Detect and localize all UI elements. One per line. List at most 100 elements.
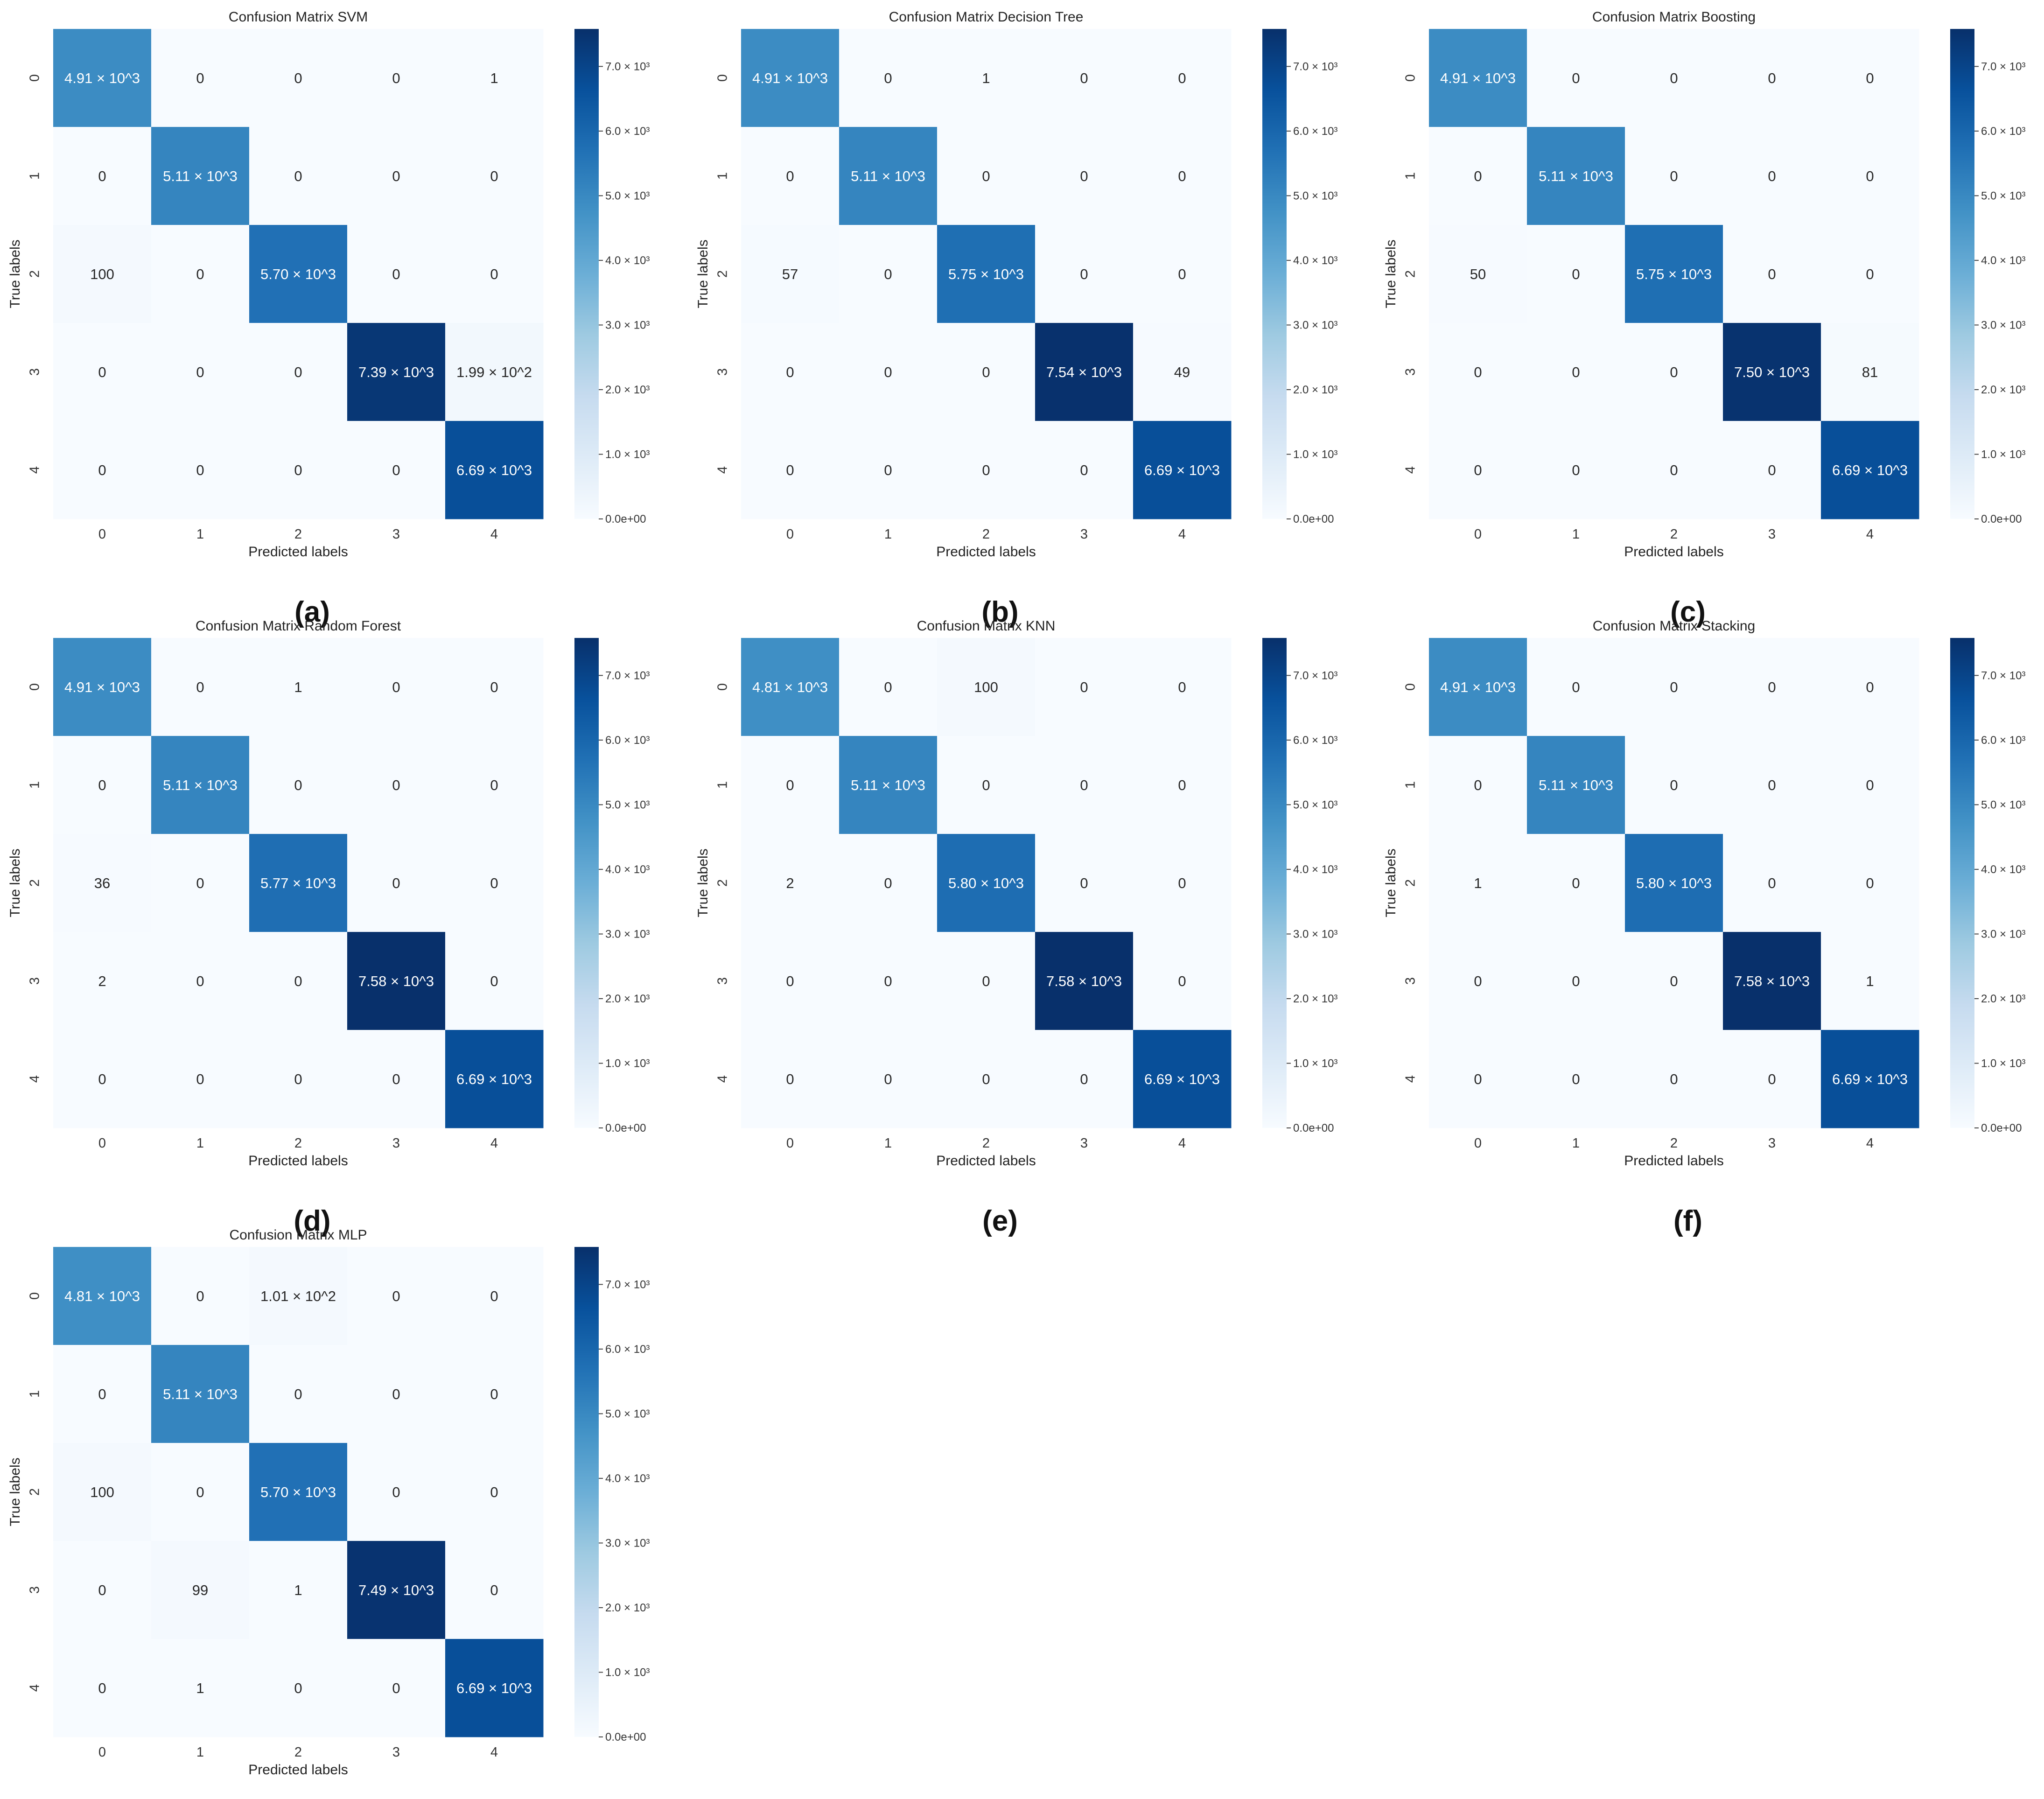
cell-label: 0 [884, 679, 892, 695]
x-tick-label: 2 [294, 1136, 302, 1151]
x-axis-label: Predicted labels [1624, 1153, 1723, 1169]
y-tick-label: 2 [1403, 270, 1418, 278]
colorbar-tick-label: 3.0 × 10³ [605, 928, 650, 940]
cell-label: 0 [196, 679, 204, 695]
colorbar-tick-label: 0.0e+00 [1981, 513, 2022, 525]
cell-label: 0 [1768, 70, 1776, 86]
y-tick-label: 0 [28, 74, 42, 82]
heatmap-cell [1035, 834, 1134, 932]
heatmap-cell [249, 1345, 348, 1443]
cell-label: 0 [490, 266, 498, 282]
x-tick-label: 3 [392, 1745, 400, 1760]
heatmap-cell [1625, 29, 1723, 127]
cell-label: 7.49 × 10^3 [358, 1582, 434, 1598]
heatmap-cell [445, 1247, 544, 1345]
colorbar-tick-label: 3.0 × 10³ [605, 319, 650, 331]
cell-label: 0 [392, 679, 400, 695]
cell-label: 0 [786, 1071, 794, 1087]
colorbar [1262, 638, 1287, 1128]
cell-label: 2 [98, 973, 106, 989]
y-tick-label: 0 [28, 1292, 42, 1300]
heatmap-cell [1133, 1030, 1232, 1128]
panel-label: (a) [294, 596, 330, 628]
colorbar-tick-label: 4.0 × 10³ [605, 254, 650, 267]
heatmap-cell [151, 932, 250, 1030]
heatmap-cell [249, 421, 348, 519]
cell-label: 0 [294, 462, 302, 478]
heatmap-cell [347, 932, 446, 1030]
x-tick-label: 1 [196, 527, 204, 542]
heatmap-cell [1527, 421, 1625, 519]
colorbar-tick-label: 7.0 × 10³ [1981, 60, 2025, 73]
cell-label: 0 [786, 462, 794, 478]
colorbar-tick-label: 3.0 × 10³ [1293, 319, 1337, 331]
heatmap-cell [53, 834, 152, 932]
heatmap-cell [445, 1443, 544, 1541]
cell-label: 1 [1866, 973, 1874, 989]
colorbar-tick-label: 1.0 × 10³ [1293, 1057, 1337, 1070]
colorbar-tick-label: 4.0 × 10³ [605, 1472, 650, 1485]
heatmap-cell [53, 1247, 152, 1345]
y-axis-label: True labels [7, 848, 23, 917]
heatmap-cell [1723, 834, 1821, 932]
heatmap-cell [249, 1247, 348, 1345]
y-tick-label: 4 [28, 1075, 42, 1083]
cell-label: 5.11 × 10^3 [163, 1386, 238, 1402]
colorbar-tick-label: 0.0e+00 [1293, 513, 1334, 525]
x-tick-label: 4 [490, 1745, 498, 1760]
cell-label: 4.81 × 10^3 [64, 1288, 140, 1304]
heatmap-cell [1821, 932, 1919, 1030]
cell-label: 49 [1174, 364, 1190, 380]
colorbar-tick-label: 7.0 × 10³ [605, 669, 650, 682]
cell-label: 0 [1572, 70, 1580, 86]
heatmap-cell [151, 1345, 250, 1443]
heatmap-cell [1429, 225, 1527, 323]
x-tick-label: 1 [884, 1136, 892, 1151]
cell-label: 0 [1474, 1071, 1482, 1087]
heatmap-cell [1723, 638, 1821, 736]
cell-label: 0 [786, 364, 794, 380]
heatmap-cell [937, 638, 1036, 736]
x-tick-label: 0 [98, 527, 106, 542]
heatmap-cell [1133, 736, 1232, 834]
x-tick-label: 0 [786, 527, 794, 542]
cell-label: 0 [196, 1484, 204, 1500]
heatmap-cell [53, 1443, 152, 1541]
heatmap-cell [347, 127, 446, 225]
heatmap-cell [53, 1639, 152, 1737]
heatmap-cell [347, 834, 446, 932]
heatmap-cell [937, 736, 1036, 834]
y-axis-label: True labels [695, 239, 711, 308]
heatmap-cell [839, 421, 938, 519]
heatmap-cell [937, 29, 1036, 127]
heatmap-cell [1821, 1030, 1919, 1128]
cell-label: 0 [98, 1582, 106, 1598]
heatmap-cell [151, 29, 250, 127]
x-tick-label: 4 [490, 1136, 498, 1151]
cell-label: 0 [1080, 266, 1088, 282]
colorbar-tick-label: 3.0 × 10³ [1981, 319, 2025, 331]
heatmap-cell [53, 29, 152, 127]
cell-label: 0 [392, 1484, 400, 1500]
heatmap-cell [1723, 1030, 1821, 1128]
cell-label: 5.11 × 10^3 [163, 777, 238, 793]
colorbar-tick-label: 6.0 × 10³ [1981, 734, 2025, 747]
colorbar-tick-label: 1.0 × 10³ [1293, 448, 1337, 461]
cell-label: 0 [98, 168, 106, 184]
y-tick-label: 0 [28, 683, 42, 691]
heatmap-cell [1035, 127, 1134, 225]
y-tick-label: 0 [715, 74, 730, 82]
cell-label: 57 [782, 266, 798, 282]
colorbar-tick-label: 4.0 × 10³ [1293, 254, 1337, 267]
cell-label: 0 [392, 70, 400, 86]
heatmap-cell [151, 1247, 250, 1345]
cell-label: 0 [884, 1071, 892, 1087]
cell-label: 1 [294, 1582, 302, 1598]
heatmap-cell [1429, 638, 1527, 736]
x-tick-label: 2 [294, 527, 302, 542]
heatmap-cell [1723, 736, 1821, 834]
heatmap-cell [937, 127, 1036, 225]
cell-label: 0 [490, 1386, 498, 1402]
cell-label: 1 [294, 679, 302, 695]
cell-label: 0 [1670, 777, 1678, 793]
